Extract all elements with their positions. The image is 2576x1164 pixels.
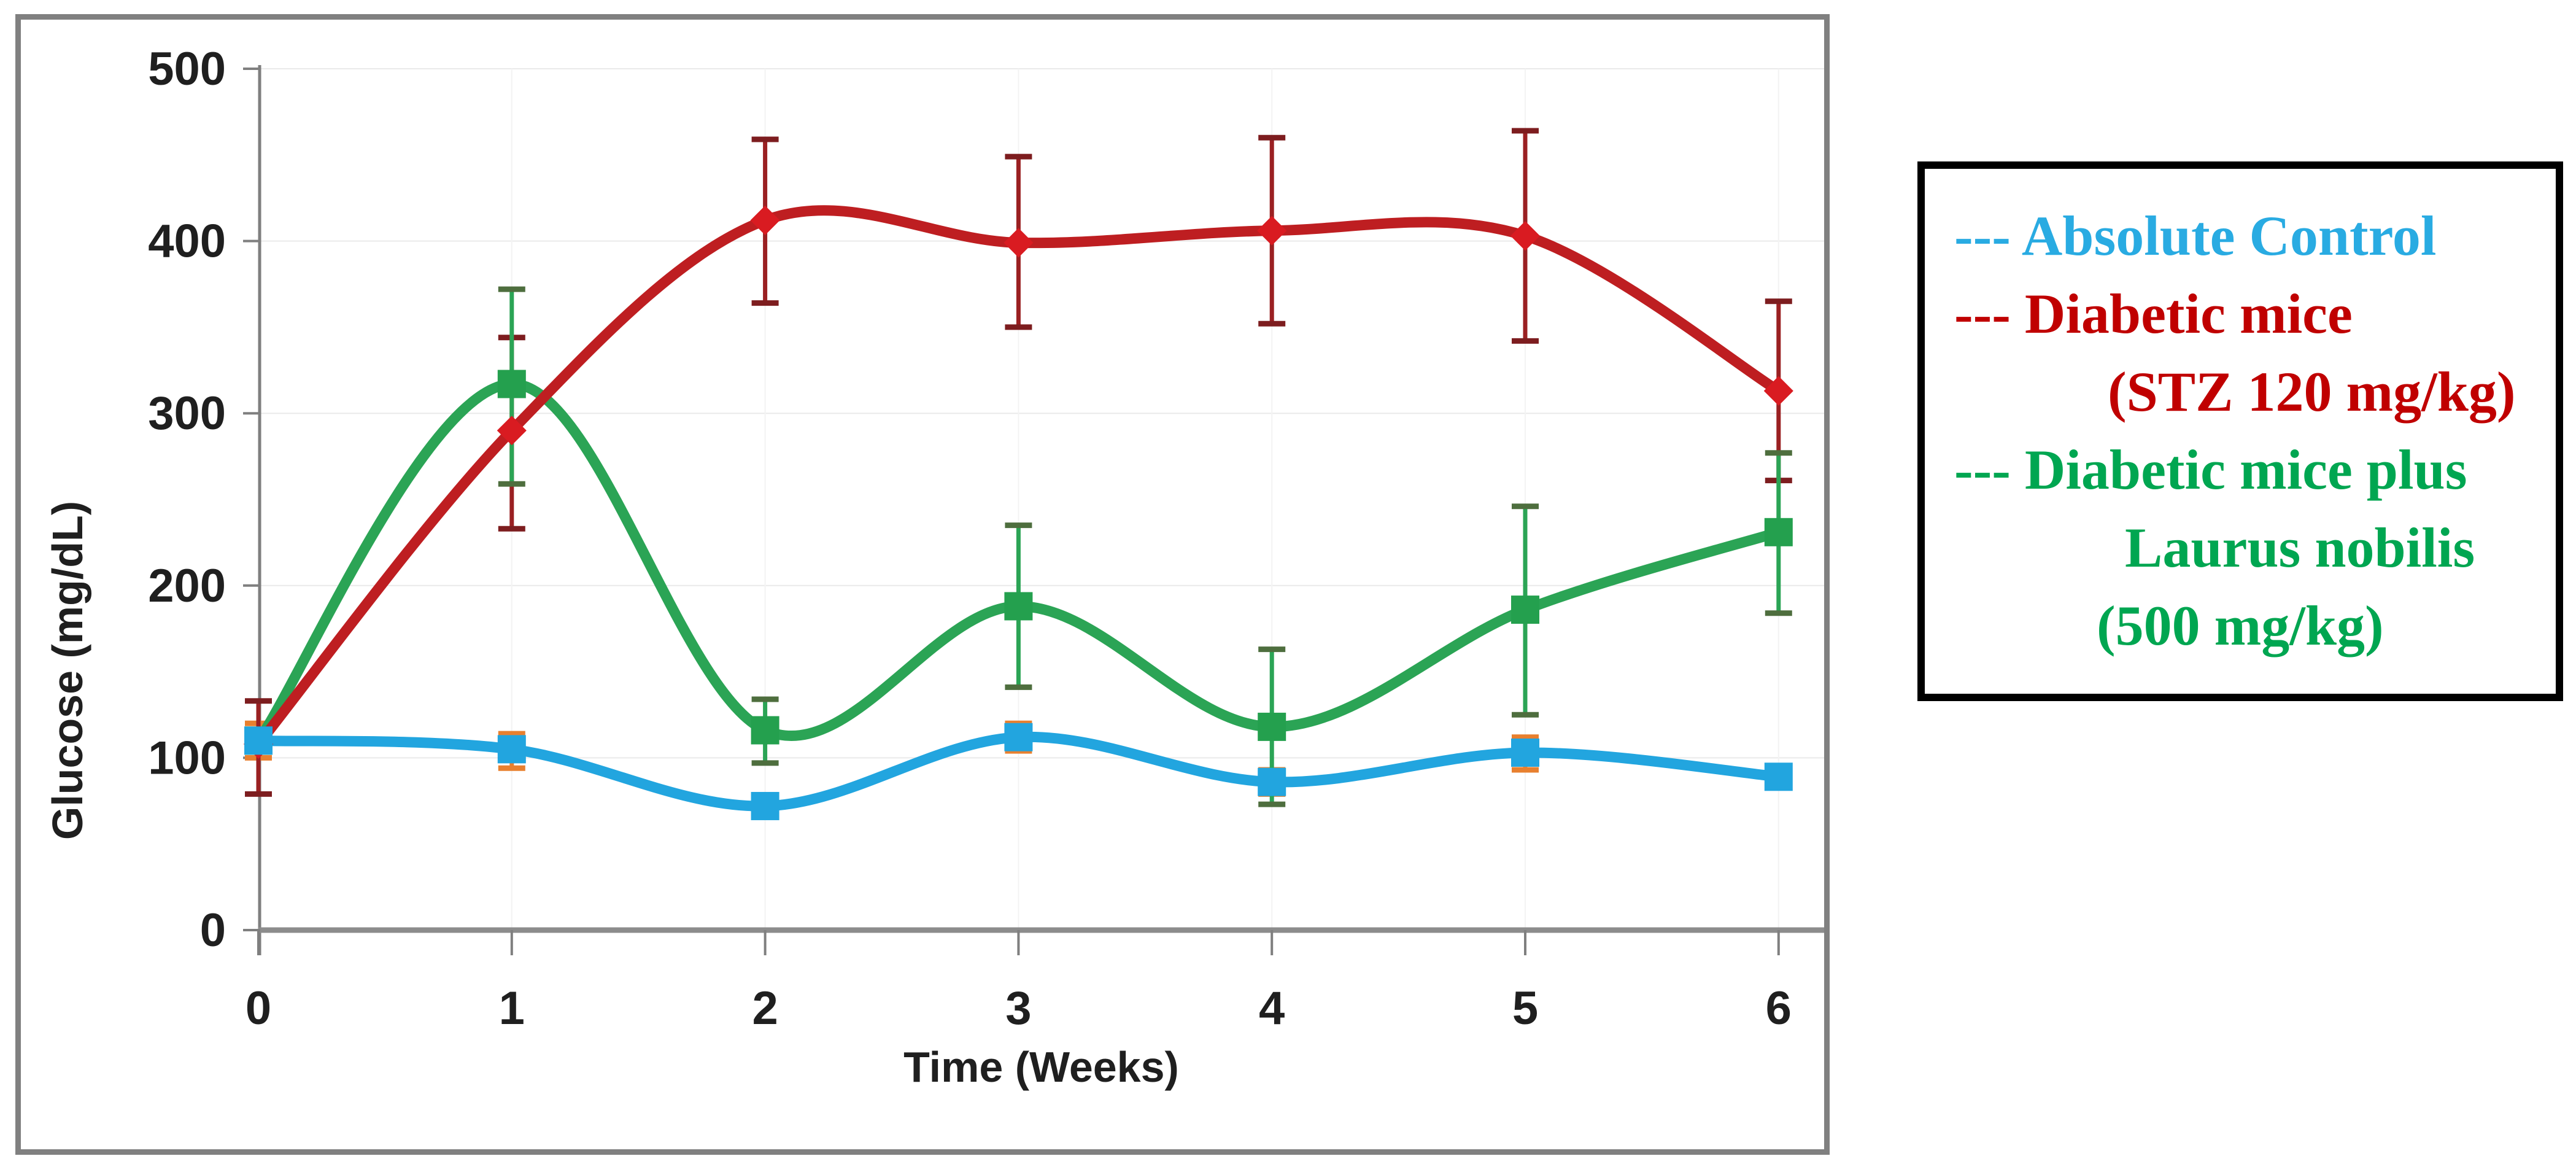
y-tick-label: 100: [148, 732, 226, 784]
data-point-marker: [1763, 376, 1793, 406]
y-axis-title: Glucose (mg/dL): [44, 500, 91, 840]
data-point-marker: [1257, 215, 1287, 246]
data-point-marker: [244, 726, 273, 755]
y-tick-label: 500: [148, 43, 226, 95]
data-point-marker: [1764, 518, 1793, 546]
legend-entry: (500 mg/kg): [2097, 594, 2384, 657]
legend-box: --- Absolute Control --- Diabetic mice (ST…: [1917, 161, 2563, 701]
data-point-marker: [1511, 738, 1539, 767]
x-tick-label: 0: [246, 982, 271, 1034]
x-tick-label: 2: [752, 982, 778, 1034]
x-tick-label: 4: [1259, 982, 1285, 1034]
y-tick-label: 200: [148, 560, 226, 612]
data-point-marker: [1511, 596, 1539, 624]
data-point-marker: [1764, 762, 1793, 791]
data-point-marker: [1004, 592, 1033, 621]
x-tick-label: 3: [1005, 982, 1031, 1034]
figure-frame: [15, 14, 1830, 1155]
legend-entry: Laurus nobilis: [2125, 516, 2475, 579]
data-point-marker: [497, 370, 526, 398]
data-point-marker: [1258, 712, 1286, 741]
x-axis-title: Time (Weeks): [903, 1043, 1179, 1091]
y-tick-label: 400: [148, 215, 226, 268]
x-tick-label: 6: [1766, 982, 1792, 1034]
data-point-marker: [1004, 723, 1033, 751]
data-point-marker: [1258, 767, 1286, 796]
data-point-marker: [751, 791, 779, 820]
data-point-marker: [751, 716, 779, 745]
legend-entry: (STZ 120 mg/kg): [2108, 360, 2516, 423]
x-tick-label: 5: [1512, 982, 1538, 1034]
y-tick-label: 300: [148, 387, 226, 440]
series-line-2: [253, 378, 1784, 746]
data-point-marker: [497, 735, 526, 764]
legend-entry: --- Diabetic mice: [1954, 282, 2353, 345]
y-tick-label: 0: [200, 904, 226, 956]
data-point-marker: [1510, 221, 1541, 251]
legend-entry: --- Absolute Control: [1954, 204, 2437, 267]
legend-entry: --- Diabetic mice plus: [1954, 438, 2467, 501]
x-tick-label: 1: [499, 982, 525, 1034]
data-point-marker: [497, 416, 527, 446]
